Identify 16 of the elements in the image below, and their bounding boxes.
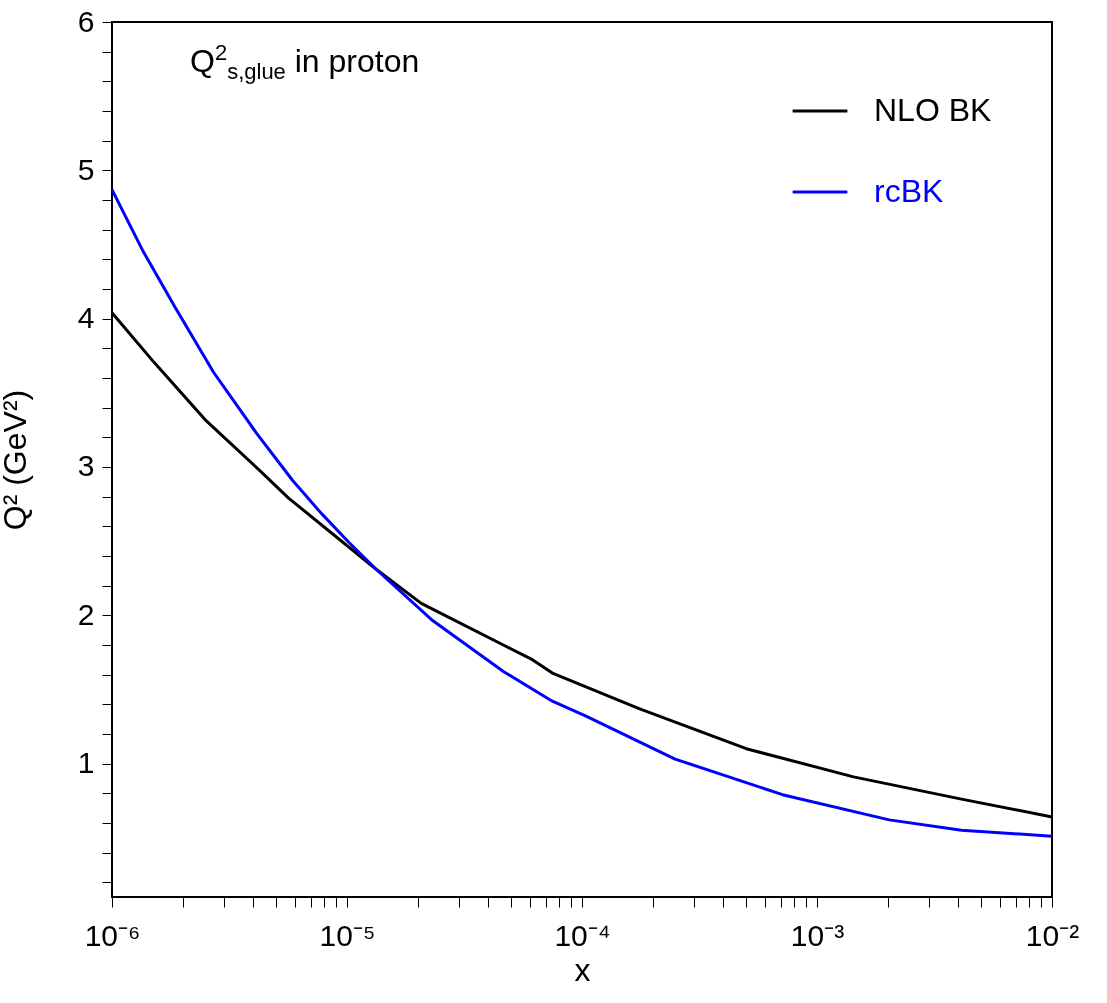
x-axis-title: x	[574, 951, 591, 988]
y-tick-label: 1	[77, 746, 95, 780]
x-tick-label: 10⁻⁴	[554, 918, 611, 952]
y-tick-label: 5	[77, 152, 95, 186]
y-axis-title: Q² (GeV²)	[0, 389, 33, 531]
legend-label: NLO BK	[874, 92, 992, 128]
y-tick-label: 4	[77, 301, 95, 335]
y-tick-label: 2	[77, 597, 95, 631]
text: Q$^{2}$$_{s,glue}$ in proton	[190, 40, 420, 86]
x-tick-label: 10⁻⁶	[84, 918, 141, 952]
x-tick-label: 10⁻⁵	[319, 918, 376, 952]
x-tick-label: 10⁻²	[1025, 918, 1080, 952]
legend-label: rcBK	[874, 173, 944, 209]
y-tick-label: 6	[77, 4, 95, 38]
y-tick-label: 3	[77, 449, 95, 483]
x-tick-label: 10⁻³	[790, 918, 845, 952]
